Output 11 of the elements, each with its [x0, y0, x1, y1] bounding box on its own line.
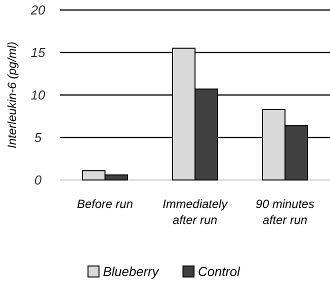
- x-tick-label: 90 minutes after run: [256, 197, 314, 227]
- x-tick-label: Immediately after run: [162, 197, 228, 227]
- y-tick-label: 20: [30, 2, 46, 18]
- x-tick-label: Before run: [76, 197, 134, 211]
- y-tick-label: 0: [34, 172, 42, 188]
- y-axis-title: Interleukin-6 (pg/ml): [5, 42, 19, 148]
- legend-label: Blueberry: [103, 264, 160, 279]
- y-tick-label: 5: [34, 130, 42, 146]
- y-tick-label: 15: [30, 45, 46, 60]
- legend-label: Control: [198, 264, 242, 279]
- y-tick-label: 10: [30, 88, 46, 103]
